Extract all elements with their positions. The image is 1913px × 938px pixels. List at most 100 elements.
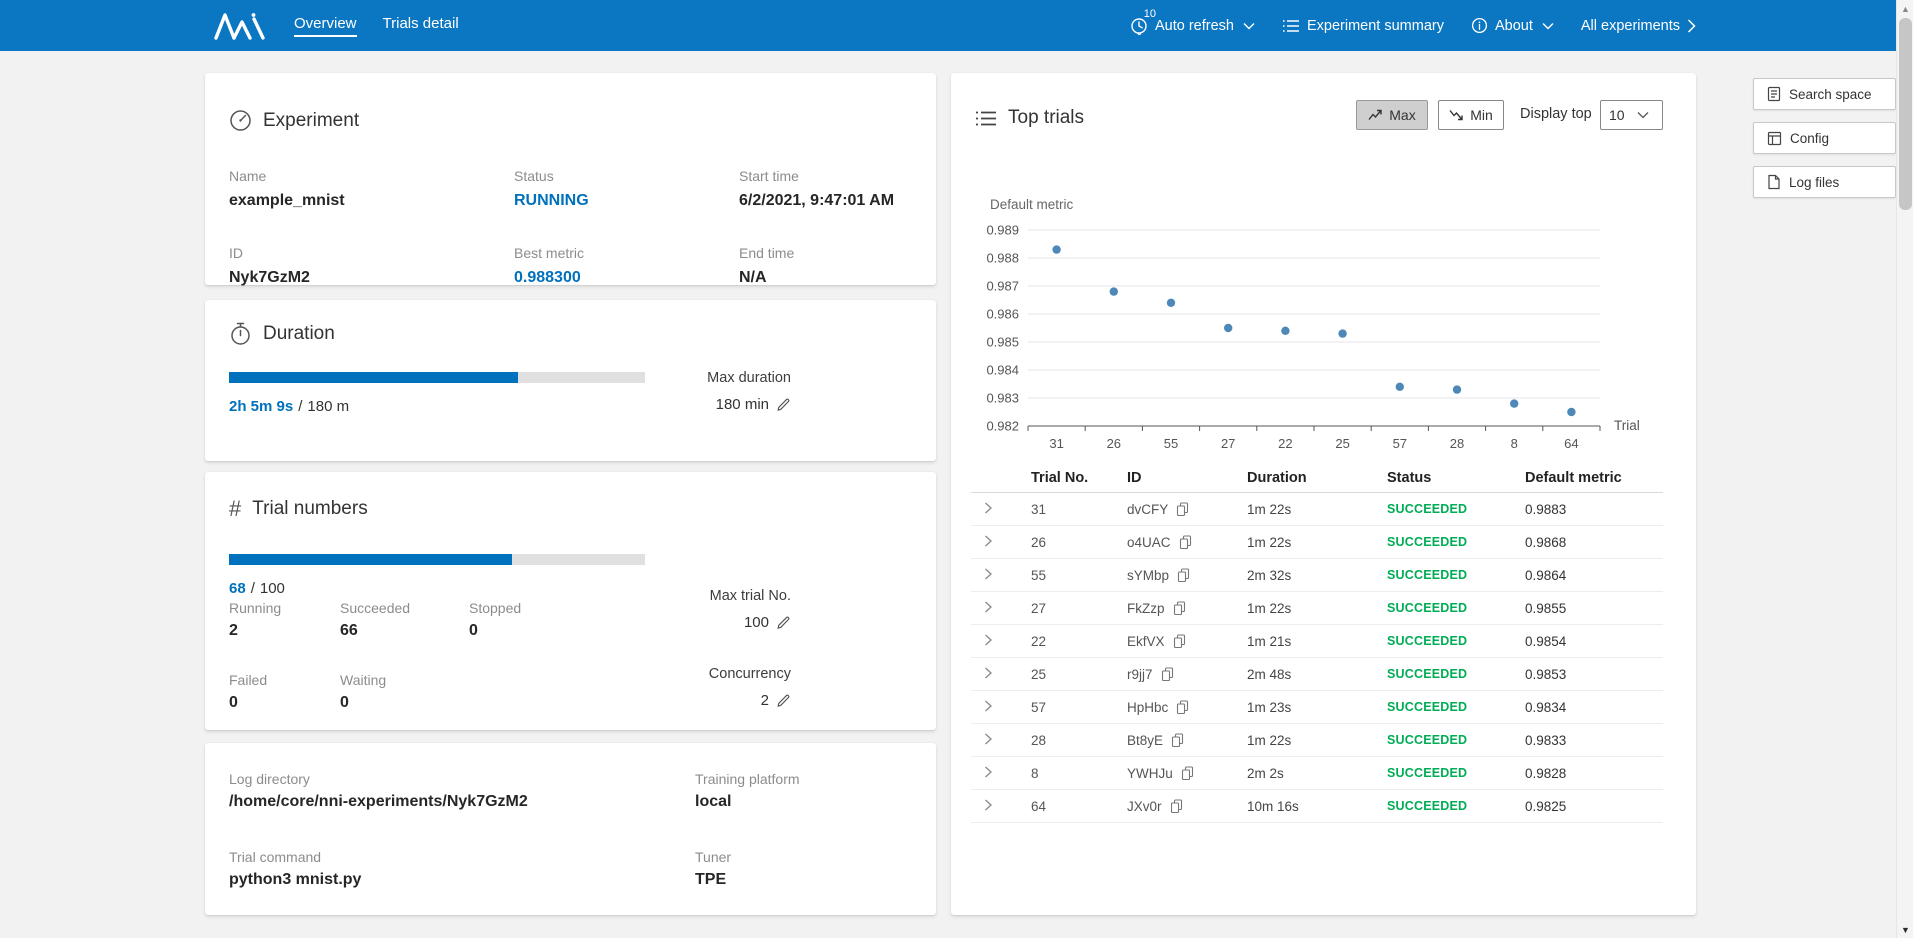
trial-status-cell: SUCCEEDED <box>1367 601 1505 615</box>
copy-id-button[interactable] <box>1173 634 1186 649</box>
row-expand-button[interactable] <box>971 798 1011 815</box>
row-expand-button[interactable] <box>971 699 1011 716</box>
scroll-down-arrow[interactable]: ▼ <box>1897 921 1913 938</box>
concurrency-label: Concurrency <box>695 666 791 682</box>
trial-no-cell: 27 <box>1011 601 1107 616</box>
chevron-right-icon <box>983 666 993 680</box>
config-button[interactable]: Config <box>1753 122 1896 154</box>
metric-dot <box>1453 385 1461 393</box>
copy-id-button[interactable] <box>1177 568 1190 583</box>
svg-text:31: 31 <box>1049 436 1063 451</box>
vertical-scrollbar[interactable]: ▲ ▼ <box>1896 0 1913 938</box>
top-trials-title-text: Top trials <box>1008 107 1084 129</box>
trial-id-cell: FkZzp <box>1107 601 1227 616</box>
nni-overview-page: Overview Trials detail 10 Auto refresh <box>0 0 1913 938</box>
copy-icon <box>1170 799 1183 814</box>
field-label: Training platform <box>695 771 800 787</box>
display-top-select[interactable]: 10 <box>1600 100 1663 130</box>
row-expand-button[interactable] <box>971 501 1011 518</box>
edit-max-duration-button[interactable] <box>776 397 791 412</box>
trial-duration-cell: 2m 2s <box>1227 766 1367 781</box>
experiment-summary-button[interactable]: Experiment summary <box>1282 18 1444 34</box>
auto-refresh-button[interactable]: 10 Auto refresh <box>1130 17 1255 35</box>
trial-id-text: Bt8yE <box>1127 733 1163 748</box>
table-row[interactable]: 28 Bt8yE 1m 22s SUCCEEDED 0.9833 <box>971 724 1663 757</box>
table-row[interactable]: 64 JXv0r 10m 16s SUCCEEDED 0.9825 <box>971 790 1663 823</box>
copy-id-button[interactable] <box>1171 733 1184 748</box>
concurrency-value: 2 <box>761 692 769 709</box>
trial-id-text: o4UAC <box>1127 535 1171 550</box>
trial-metric-cell: 0.9853 <box>1505 667 1661 682</box>
svg-text:0.984: 0.984 <box>986 363 1019 378</box>
min-button[interactable]: Min <box>1438 100 1504 130</box>
trial-duration-cell: 1m 22s <box>1227 733 1367 748</box>
about-label: About <box>1495 18 1533 34</box>
edit-concurrency-button[interactable] <box>776 693 791 708</box>
copy-id-button[interactable] <box>1161 667 1174 682</box>
trial-metric-cell: 0.9854 <box>1505 634 1661 649</box>
trial-no-cell: 31 <box>1011 502 1107 517</box>
duration-card-title: Duration <box>229 322 335 346</box>
tab-overview[interactable]: Overview <box>294 15 357 37</box>
row-expand-button[interactable] <box>971 765 1011 782</box>
copy-icon <box>1173 634 1186 649</box>
table-row[interactable]: 25 r9jj7 2m 48s SUCCEEDED 0.9853 <box>971 658 1663 691</box>
duration-divider: / <box>298 398 302 415</box>
trial-id-text: HpHbc <box>1127 700 1168 715</box>
copy-icon <box>1176 700 1189 715</box>
about-button[interactable]: About <box>1471 17 1554 34</box>
duration-card-title-text: Duration <box>263 323 335 345</box>
experiment-name-value: example_mnist <box>229 192 345 210</box>
all-experiments-button[interactable]: All experiments <box>1581 18 1696 34</box>
experiment-info-card: Log directory /home/core/nni-experiments… <box>205 743 936 915</box>
trial-status-cell: SUCCEEDED <box>1367 799 1505 813</box>
table-row[interactable]: 57 HpHbc 1m 23s SUCCEEDED 0.9834 <box>971 691 1663 724</box>
stat-label: Waiting <box>340 672 386 688</box>
max-trial-label: Max trial No. <box>695 588 791 604</box>
chevron-down-icon <box>1637 111 1649 119</box>
scroll-up-arrow[interactable]: ▲ <box>1897 0 1913 17</box>
copy-id-button[interactable] <box>1173 601 1186 616</box>
experiment-summary-label: Experiment summary <box>1307 18 1444 34</box>
scrollbar-thumb[interactable] <box>1899 18 1912 210</box>
trial-id-cell: dvCFY <box>1107 502 1227 517</box>
table-row[interactable]: 31 dvCFY 1m 22s SUCCEEDED 0.9883 <box>971 493 1663 526</box>
trial-id-cell: r9jj7 <box>1107 667 1227 682</box>
tab-trials-detail-label: Trials detail <box>383 15 459 32</box>
search-space-button[interactable]: Search space <box>1753 78 1896 110</box>
table-row[interactable]: 8 YWHJu 2m 2s SUCCEEDED 0.9828 <box>971 757 1663 790</box>
trial-duration-cell: 1m 22s <box>1227 535 1367 550</box>
row-expand-button[interactable] <box>971 534 1011 551</box>
row-expand-button[interactable] <box>971 633 1011 650</box>
copy-id-button[interactable] <box>1181 766 1194 781</box>
trial-id-text: EkfVX <box>1127 634 1165 649</box>
failed-count: 0 <box>229 694 238 712</box>
copy-id-button[interactable] <box>1176 502 1189 517</box>
table-row[interactable]: 26 o4UAC 1m 22s SUCCEEDED 0.9868 <box>971 526 1663 559</box>
running-count: 2 <box>229 622 238 640</box>
trial-numbers-card-title: # Trial numbers <box>229 496 368 522</box>
gauge-icon <box>229 109 252 132</box>
log-files-button[interactable]: Log files <box>1753 166 1896 198</box>
edit-max-trial-button[interactable] <box>776 615 791 630</box>
max-button[interactable]: Max <box>1356 100 1428 130</box>
row-expand-button[interactable] <box>971 600 1011 617</box>
table-row[interactable]: 55 sYMbp 2m 32s SUCCEEDED 0.9864 <box>971 559 1663 592</box>
copy-icon <box>1177 568 1190 583</box>
row-expand-button[interactable] <box>971 567 1011 584</box>
table-row[interactable]: 27 FkZzp 1m 22s SUCCEEDED 0.9855 <box>971 592 1663 625</box>
row-expand-button[interactable] <box>971 732 1011 749</box>
tab-trials-detail[interactable]: Trials detail <box>383 15 459 37</box>
copy-id-button[interactable] <box>1170 799 1183 814</box>
metric-dot <box>1396 383 1404 391</box>
trial-metric-cell: 0.9868 <box>1505 535 1661 550</box>
copy-id-button[interactable] <box>1179 535 1192 550</box>
trial-metric-cell: 0.9825 <box>1505 799 1661 814</box>
copy-id-button[interactable] <box>1176 700 1189 715</box>
row-expand-button[interactable] <box>971 666 1011 683</box>
trial-id-text: JXv0r <box>1127 799 1162 814</box>
table-row[interactable]: 22 EkfVX 1m 21s SUCCEEDED 0.9854 <box>971 625 1663 658</box>
chevron-right-icon <box>1687 19 1696 33</box>
col-header-default-metric: Default metric <box>1505 470 1661 486</box>
nni-logo[interactable] <box>213 11 268 41</box>
